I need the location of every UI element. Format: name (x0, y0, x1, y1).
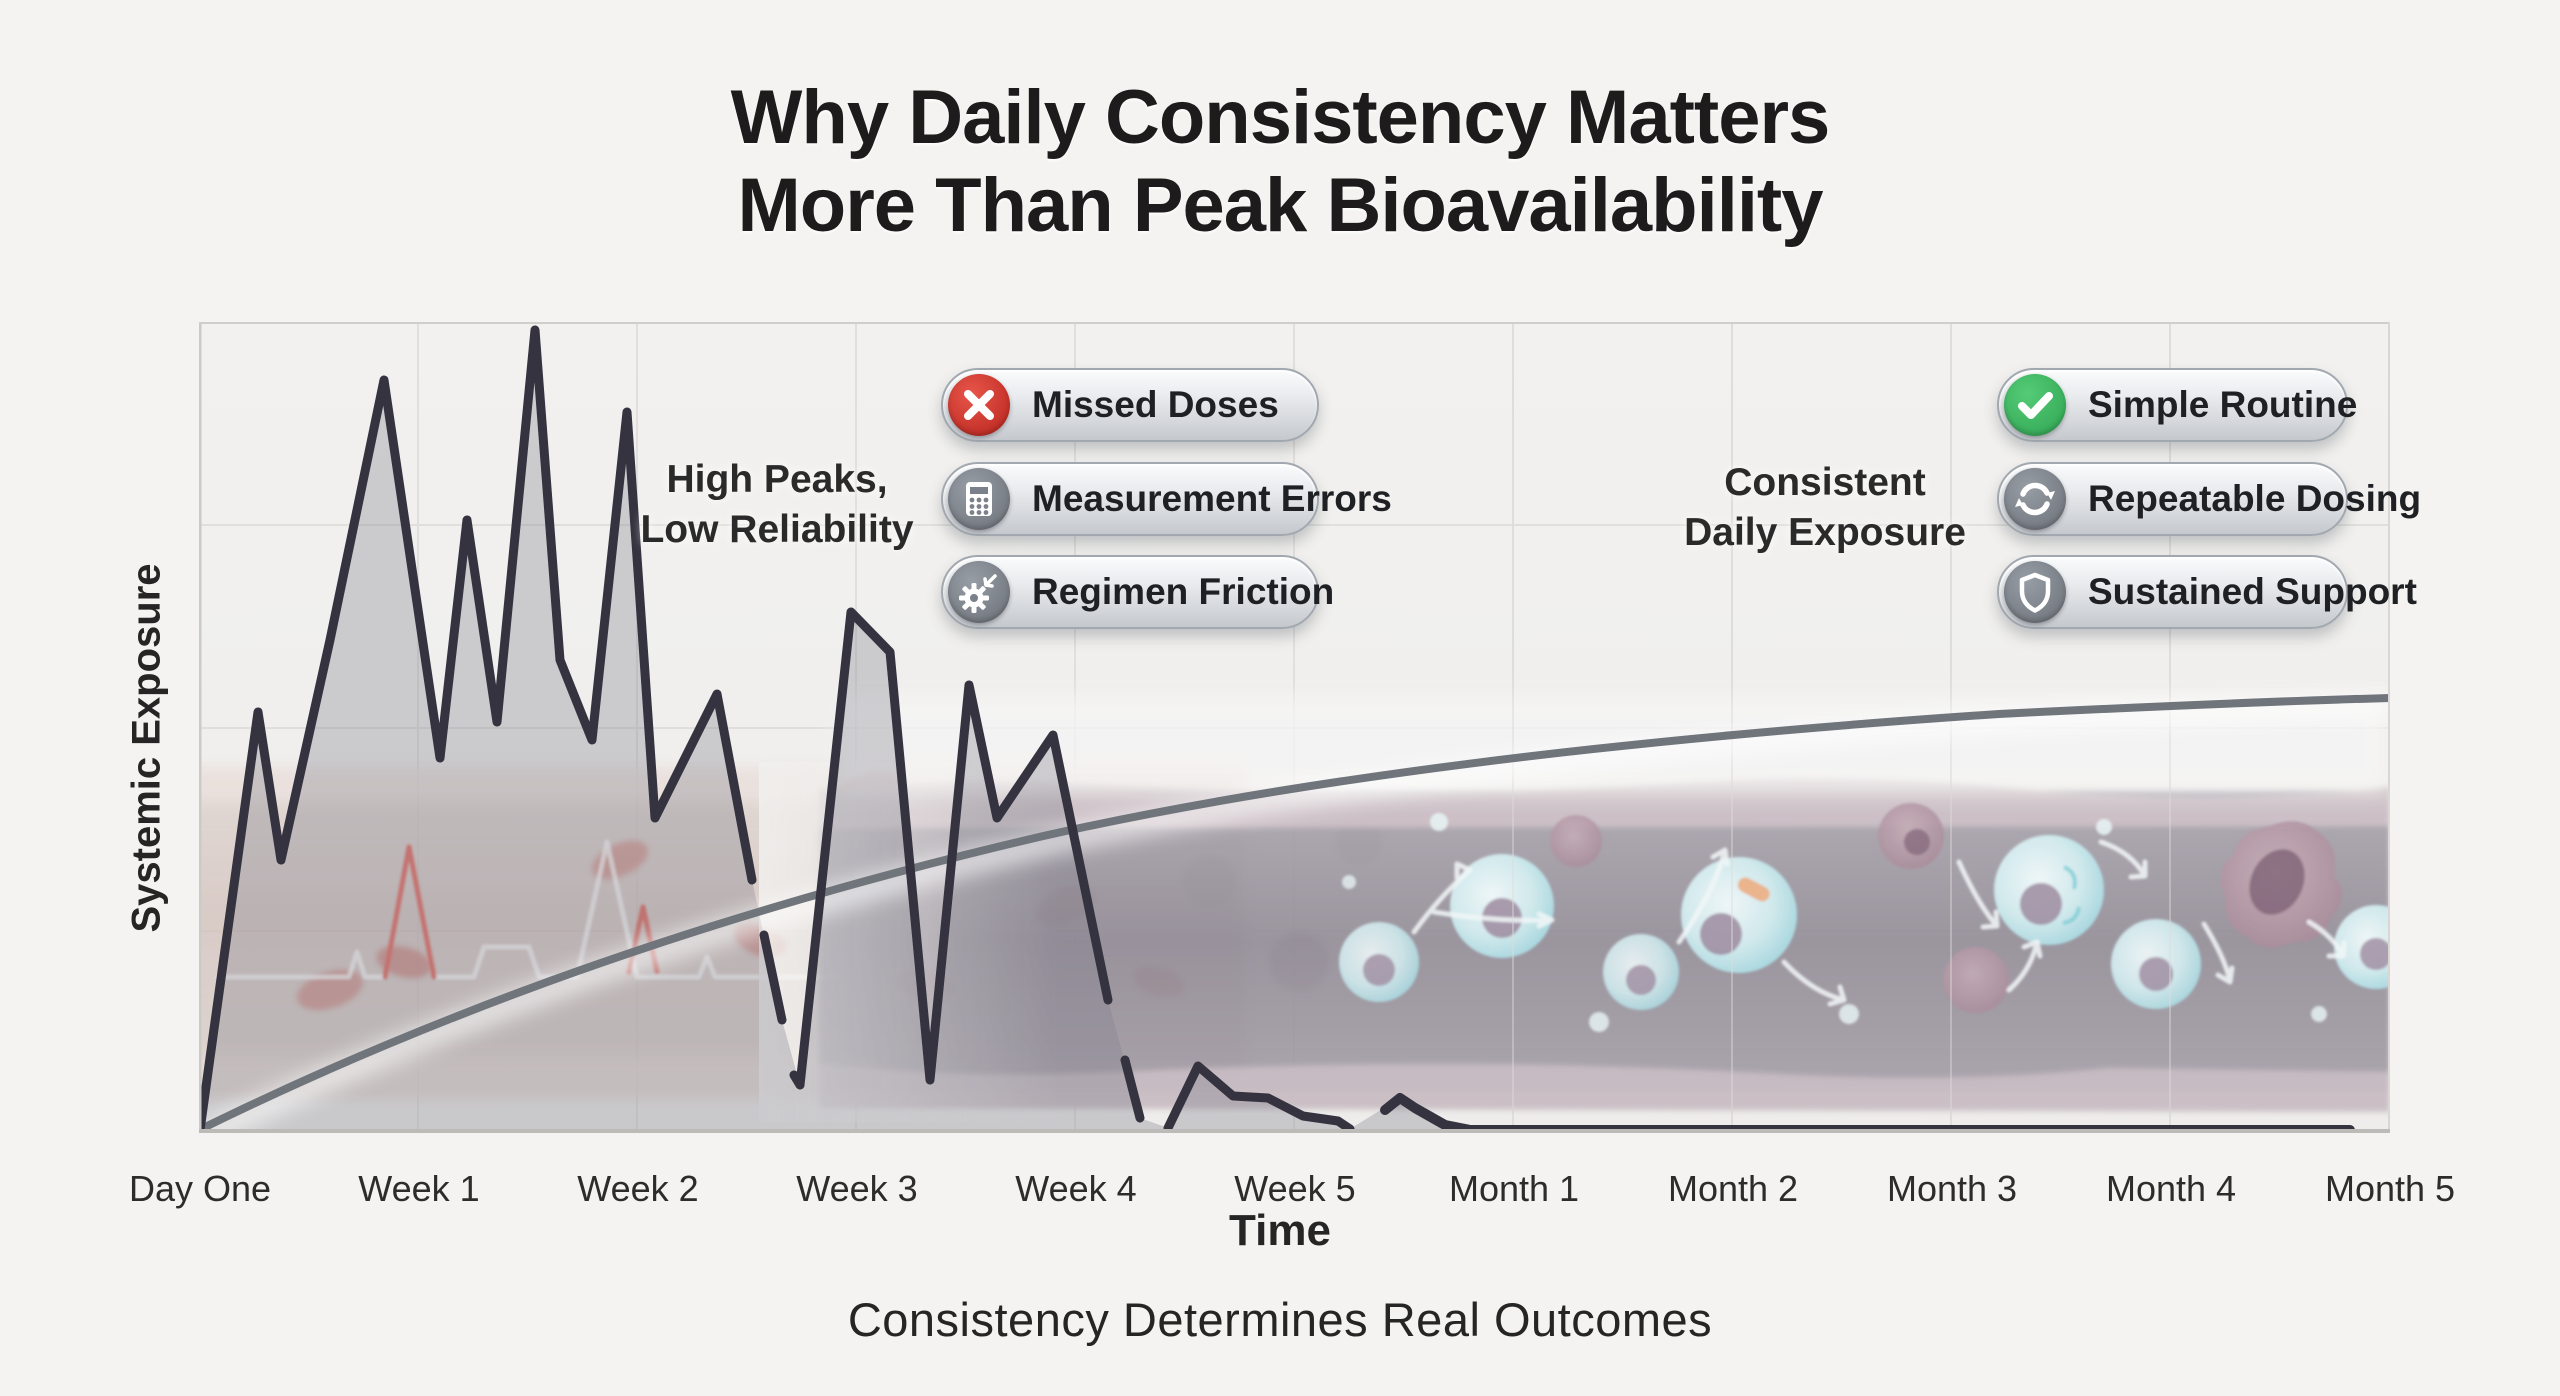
badge-measurement-errors: Measurement Errors (941, 462, 1392, 536)
annotation-high-peaks: High Peaks, Low Reliability (640, 455, 913, 555)
page-title-line2: More Than Peak Bioavailability (737, 163, 1823, 249)
x-tick-month-1: Month 1 (1448, 1168, 1580, 1209)
calculator-icon (948, 468, 1010, 530)
page-title: Why Daily Consistency Matters More Than … (0, 74, 2560, 250)
x-tick-week-2: Week 2 (577, 1168, 699, 1209)
cell-cycle-cells (1339, 803, 2390, 1032)
annotation-consistent-line2: Daily Exposure (1684, 511, 1966, 554)
x-tick-month-3: Month 3 (1886, 1168, 2018, 1209)
missed-dose-dash (759, 930, 787, 1025)
x-circle-icon (948, 374, 1010, 436)
x-tick-week-4: Week 4 (1015, 1168, 1137, 1209)
y-axis-label: Systemic Exposure (124, 563, 169, 933)
badge-sustained-support: Sustained Support (1997, 555, 2417, 629)
repeat-arrows-icon (2004, 468, 2066, 530)
x-tick-week-3: Week 3 (796, 1168, 918, 1209)
annotation-high-peaks-line1: High Peaks, (666, 458, 888, 502)
check-circle-icon (2004, 374, 2066, 436)
badge-label: Sustained Support (2088, 571, 2417, 612)
badge-label: Repeatable Dosing (2088, 478, 2422, 519)
cell-cycle-arrows (1411, 839, 2347, 1007)
x-axis-label: Time (1229, 1206, 1331, 1255)
badge-regimen-friction: Regimen Friction (941, 555, 1334, 629)
badge-simple-routine: Simple Routine (1997, 368, 2357, 442)
steady-exposure-curve (199, 693, 2390, 1133)
shield-icon (2004, 561, 2066, 623)
annotation-consistent: Consistent Daily Exposure (1684, 458, 1966, 558)
badge-label: Measurement Errors (1032, 478, 1392, 519)
x-tick-week-1: Week 1 (358, 1168, 480, 1209)
x-tick-month-2: Month 2 (1667, 1168, 1799, 1209)
badge-repeatable-dosing: Repeatable Dosing (1997, 462, 2421, 536)
annotation-high-peaks-line2: Low Reliability (640, 508, 914, 551)
chart-canvas (199, 322, 2390, 1133)
x-tick-month-4: Month 4 (2105, 1168, 2237, 1209)
x-tick-day-one: Day One (128, 1168, 272, 1209)
badge-label: Regimen Friction (1032, 571, 1335, 612)
x-tick-month-5: Month 5 (2324, 1168, 2456, 1209)
page-title-line1: Why Daily Consistency Matters (730, 75, 1831, 160)
annotation-consistent-line1: Consistent (1724, 461, 1926, 505)
badge-label: Simple Routine (2088, 384, 2358, 425)
bottom-caption: Consistency Determines Real Outcomes (847, 1293, 1713, 1346)
gear-arrow-icon (948, 561, 1010, 623)
x-tick-week-5: Week 5 (1234, 1168, 1356, 1209)
exposure-chart: High Peaks, Low Reliability Consistent D… (199, 322, 2421, 1133)
missed-dose-dash (1120, 1055, 1145, 1123)
badge-label: Missed Doses (1032, 384, 1279, 425)
badge-missed-doses: Missed Doses (941, 368, 1319, 442)
plot-border (199, 322, 2390, 1133)
